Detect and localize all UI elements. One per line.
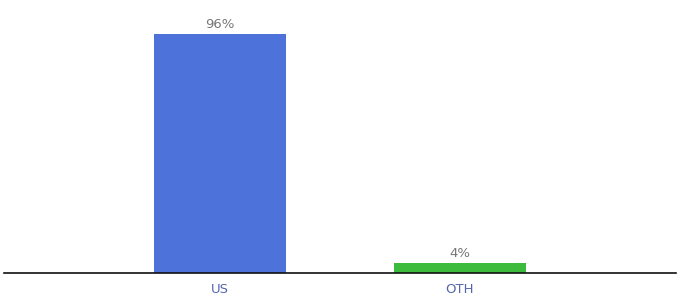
Text: 96%: 96% <box>205 18 235 31</box>
Text: 4%: 4% <box>449 247 471 260</box>
Bar <box>394 263 526 273</box>
Bar <box>154 34 286 273</box>
